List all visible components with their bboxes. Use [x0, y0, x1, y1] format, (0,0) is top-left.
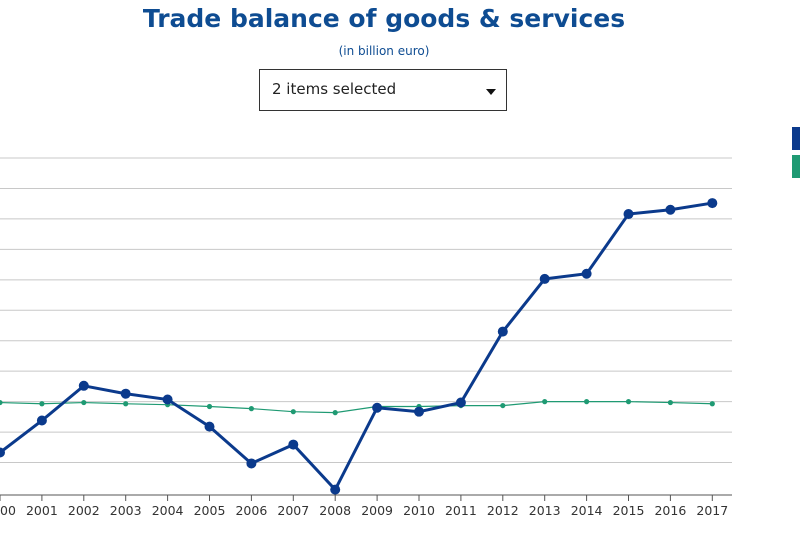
dropdown-label: 2 items selected — [272, 80, 397, 98]
series-1-point — [246, 458, 257, 469]
series-2-point — [0, 399, 3, 406]
series-2-line — [0, 401, 713, 414]
series-2-point — [123, 401, 129, 407]
x-tick-label: 2014 — [571, 503, 603, 518]
series-2-point — [667, 399, 674, 406]
series-1-point — [623, 209, 634, 220]
series-select-dropdown[interactable]: 2 items selected — [259, 69, 507, 111]
x-tick-label: 2001 — [26, 503, 58, 518]
series-1-point — [78, 380, 89, 391]
series-1-point — [0, 447, 5, 458]
series-2-point — [500, 402, 506, 409]
x-tick-label: 2004 — [152, 503, 184, 518]
series-1-point — [455, 397, 466, 408]
x-tick-label: 2016 — [654, 503, 686, 518]
x-tick-label: 2005 — [194, 503, 226, 518]
x-tick-label: 2000 — [0, 503, 16, 518]
series-1-point — [539, 273, 550, 284]
series-1-point — [414, 406, 424, 417]
series-2-point — [248, 406, 254, 412]
x-tick-label: 2017 — [696, 503, 728, 518]
series-2-point — [542, 399, 548, 405]
series-1-point — [162, 394, 173, 405]
x-tick-label: 2010 — [403, 503, 435, 518]
x-tick-label: 2002 — [68, 503, 100, 518]
series-1-point — [707, 198, 718, 209]
series-2-point — [206, 403, 213, 410]
chart-subtitle: (in billion euro) — [338, 44, 430, 58]
series-1-point — [288, 439, 299, 450]
series-2-point — [332, 410, 338, 416]
series-1-point — [372, 402, 383, 413]
series-2-point — [39, 401, 45, 407]
series-1-point — [204, 421, 215, 432]
series-1-point — [497, 326, 508, 337]
series-2-point — [709, 401, 715, 407]
x-tick-label: 2012 — [487, 503, 519, 518]
series-2-point — [290, 409, 296, 415]
series-1-point — [36, 415, 47, 426]
x-tick-label: 2015 — [613, 503, 645, 518]
series-1-point — [120, 388, 131, 399]
series-1-point — [330, 484, 341, 495]
legend-swatch-series-1[interactable] — [792, 127, 800, 150]
series-1-point — [665, 204, 676, 215]
x-tick-label: 2013 — [529, 503, 561, 518]
chart-title: Trade balance of goods & services — [142, 4, 626, 33]
caret-down-icon — [486, 89, 496, 95]
x-tick-label: 2006 — [235, 503, 267, 518]
series-2-point — [81, 399, 87, 406]
x-tick-label: 2008 — [319, 503, 351, 518]
x-tick-label: 2003 — [110, 503, 142, 518]
series-1-line — [0, 201, 713, 493]
legend-swatch-series-2[interactable] — [792, 155, 800, 178]
x-tick-label: 2009 — [361, 503, 393, 518]
x-tick-label: 2011 — [445, 503, 477, 518]
series-2-point — [625, 399, 632, 405]
x-tick-label: 2007 — [277, 503, 309, 518]
series-1-point — [581, 268, 592, 279]
series-2-point — [584, 399, 590, 405]
